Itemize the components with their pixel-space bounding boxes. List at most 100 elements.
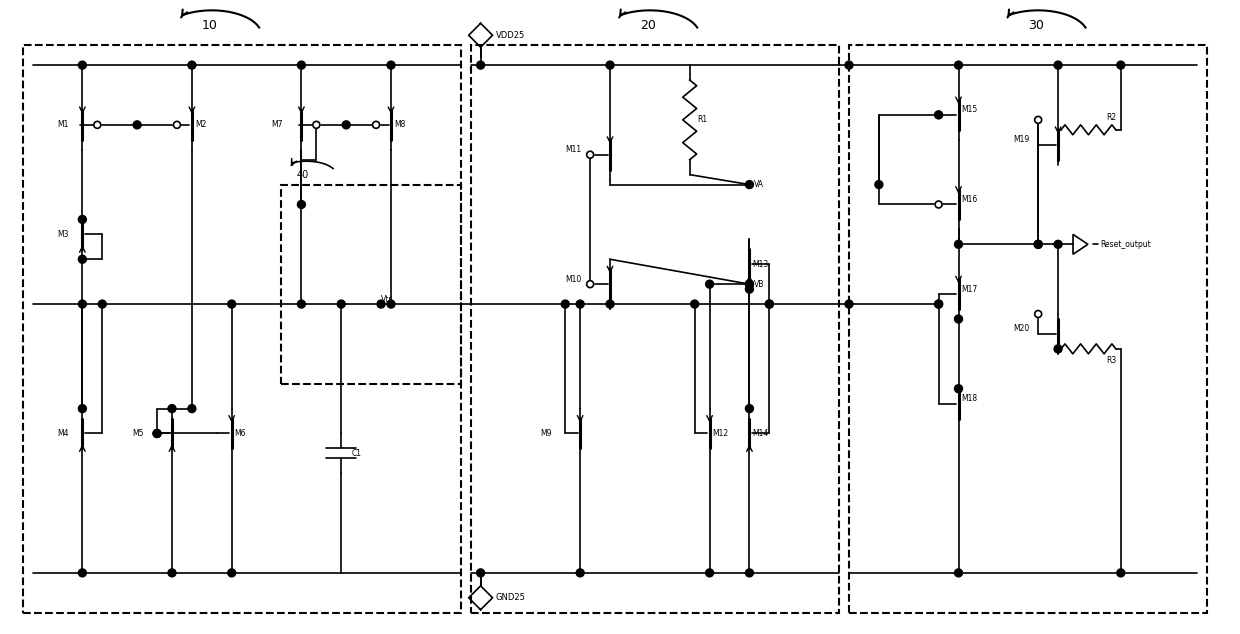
Text: 30: 30	[1028, 19, 1044, 32]
Text: M14: M14	[753, 429, 769, 438]
Circle shape	[298, 61, 305, 69]
Circle shape	[844, 61, 853, 69]
Circle shape	[606, 61, 614, 69]
Circle shape	[174, 121, 181, 128]
Circle shape	[935, 112, 942, 119]
Circle shape	[78, 569, 87, 577]
Circle shape	[78, 300, 87, 308]
Circle shape	[562, 300, 569, 308]
Circle shape	[167, 404, 176, 413]
Circle shape	[955, 240, 962, 249]
Circle shape	[78, 216, 87, 223]
Text: M18: M18	[961, 394, 977, 403]
Text: M1: M1	[57, 120, 69, 129]
Circle shape	[577, 569, 584, 577]
Text: Reset_output: Reset_output	[1100, 240, 1151, 249]
Circle shape	[228, 300, 236, 308]
Text: M9: M9	[541, 429, 552, 438]
Circle shape	[1117, 61, 1125, 69]
Text: R3: R3	[1106, 356, 1116, 365]
Circle shape	[312, 121, 320, 128]
Text: M5: M5	[133, 429, 144, 438]
Text: M20: M20	[1013, 325, 1029, 333]
Circle shape	[133, 121, 141, 129]
Circle shape	[94, 121, 100, 128]
Circle shape	[745, 181, 754, 188]
Circle shape	[745, 285, 754, 293]
Circle shape	[935, 111, 942, 119]
Circle shape	[476, 61, 485, 69]
Circle shape	[587, 152, 594, 158]
Text: 20: 20	[640, 19, 656, 32]
Circle shape	[153, 429, 161, 437]
Circle shape	[337, 300, 345, 308]
Circle shape	[372, 121, 379, 128]
Circle shape	[1034, 311, 1042, 318]
Text: R2: R2	[1106, 113, 1116, 122]
Circle shape	[387, 300, 396, 308]
Text: VB: VB	[754, 280, 765, 288]
Text: M17: M17	[961, 285, 978, 294]
Text: M8: M8	[394, 120, 405, 129]
Circle shape	[935, 201, 942, 208]
Circle shape	[1054, 61, 1061, 69]
Circle shape	[955, 569, 962, 577]
Circle shape	[1054, 345, 1061, 353]
Text: M10: M10	[565, 275, 582, 283]
Circle shape	[706, 569, 713, 577]
Circle shape	[844, 300, 853, 308]
Circle shape	[1054, 240, 1061, 249]
Circle shape	[606, 300, 614, 308]
Text: M12: M12	[713, 429, 729, 438]
Text: M15: M15	[961, 105, 978, 114]
Circle shape	[342, 121, 350, 129]
Circle shape	[745, 280, 754, 288]
Circle shape	[1034, 240, 1042, 249]
Circle shape	[745, 280, 754, 288]
Circle shape	[935, 300, 942, 308]
Circle shape	[298, 300, 305, 308]
Circle shape	[78, 256, 87, 263]
Circle shape	[745, 404, 754, 413]
Circle shape	[153, 429, 161, 437]
Text: VA: VA	[754, 180, 764, 189]
Text: R1: R1	[698, 115, 708, 124]
Circle shape	[875, 181, 883, 188]
Circle shape	[78, 404, 87, 413]
Text: 40: 40	[296, 170, 309, 179]
Circle shape	[1117, 569, 1125, 577]
Circle shape	[577, 300, 584, 308]
Circle shape	[765, 300, 774, 308]
Circle shape	[377, 300, 386, 308]
Text: M2: M2	[195, 120, 206, 129]
Circle shape	[745, 569, 754, 577]
Circle shape	[955, 61, 962, 69]
Circle shape	[167, 569, 176, 577]
Circle shape	[228, 569, 236, 577]
Circle shape	[188, 61, 196, 69]
Circle shape	[935, 300, 942, 308]
Circle shape	[98, 300, 107, 308]
Text: VDD25: VDD25	[496, 30, 525, 40]
Text: C1: C1	[351, 449, 361, 458]
Circle shape	[587, 281, 594, 288]
Text: GND25: GND25	[496, 593, 526, 602]
Text: Vtr: Vtr	[381, 295, 393, 304]
Circle shape	[188, 404, 196, 413]
Text: M11: M11	[565, 145, 582, 154]
Text: M13: M13	[753, 260, 769, 269]
Circle shape	[1034, 240, 1042, 249]
Text: M16: M16	[961, 195, 978, 204]
Circle shape	[1034, 117, 1042, 124]
Circle shape	[78, 61, 87, 69]
Circle shape	[298, 200, 305, 209]
Text: M3: M3	[57, 230, 69, 239]
Circle shape	[706, 280, 713, 288]
Circle shape	[765, 300, 774, 308]
Circle shape	[691, 300, 698, 308]
Text: M4: M4	[57, 429, 69, 438]
Text: M7: M7	[272, 120, 283, 129]
Circle shape	[387, 61, 396, 69]
Circle shape	[955, 315, 962, 323]
Circle shape	[955, 385, 962, 392]
